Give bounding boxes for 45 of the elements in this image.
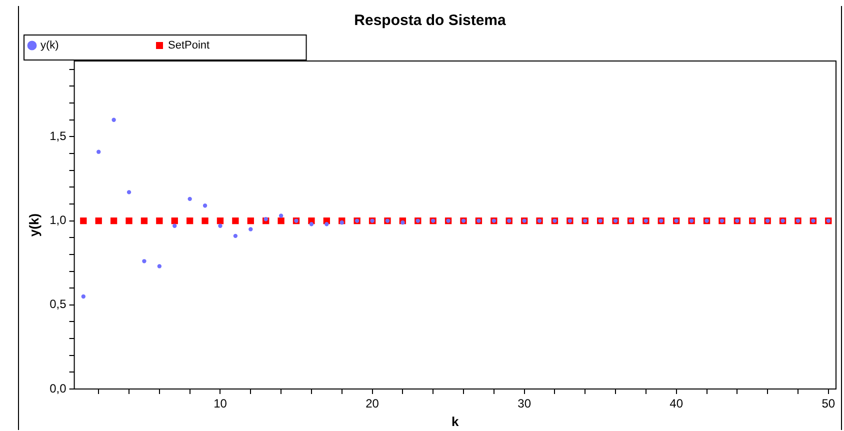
point xyxy=(216,217,224,224)
y-tick-label: 1,0 xyxy=(50,213,67,228)
point xyxy=(232,217,239,224)
point xyxy=(80,217,87,224)
chart-title: Resposta do Sistema xyxy=(354,12,507,30)
y-tick-label: 1,5 xyxy=(50,129,67,144)
point xyxy=(340,220,344,225)
point xyxy=(324,222,329,226)
point xyxy=(95,217,102,224)
x-axis-title: k xyxy=(452,414,460,429)
x-tick-label: 40 xyxy=(670,396,684,411)
point xyxy=(264,217,268,222)
point xyxy=(188,196,192,202)
y-tick-label: 0,0 xyxy=(50,381,67,396)
y-tick-label: 0,5 xyxy=(50,297,67,312)
point xyxy=(247,217,254,224)
point xyxy=(142,259,146,264)
x-tick-label: 20 xyxy=(366,396,380,411)
point xyxy=(186,217,194,224)
point xyxy=(171,217,178,224)
legend-label: SetPoint xyxy=(168,40,302,52)
point xyxy=(110,217,118,224)
point xyxy=(81,294,86,299)
point xyxy=(248,227,253,232)
point xyxy=(400,220,405,225)
legend-label: y(k) xyxy=(40,40,151,52)
point xyxy=(202,217,208,224)
point xyxy=(202,204,208,208)
point xyxy=(278,217,284,224)
x-tick-label: 30 xyxy=(518,396,532,411)
point xyxy=(140,217,148,224)
point xyxy=(278,214,284,218)
x-tick-label: 10 xyxy=(214,396,228,411)
point xyxy=(157,264,162,268)
point xyxy=(156,217,163,224)
point xyxy=(172,224,177,228)
point xyxy=(218,224,222,228)
point xyxy=(112,118,116,122)
point xyxy=(96,150,101,154)
y-axis-title: y(k) xyxy=(26,213,42,237)
point xyxy=(233,234,238,238)
x-tick-label: 50 xyxy=(822,396,836,411)
point xyxy=(126,217,132,224)
point xyxy=(309,222,314,226)
point xyxy=(126,190,132,194)
